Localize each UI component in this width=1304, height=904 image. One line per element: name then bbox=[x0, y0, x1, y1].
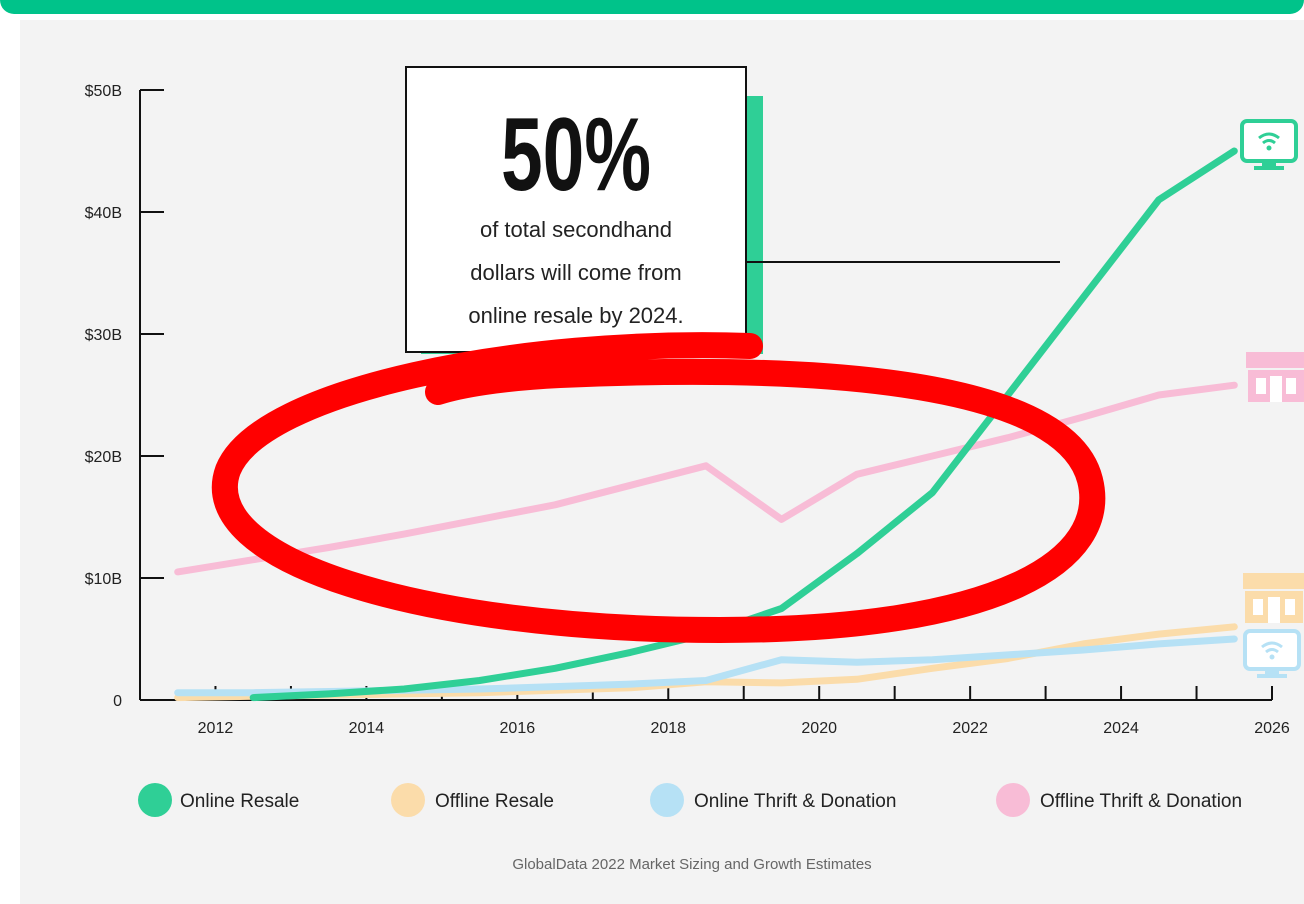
legend-label-online-resale: Online Resale bbox=[180, 791, 299, 812]
legend-swatch-offline-resale bbox=[391, 783, 425, 817]
legend-label-offline-resale: Offline Resale bbox=[435, 791, 554, 812]
x-tick-label: 2022 bbox=[952, 720, 988, 737]
x-tick-label: 2018 bbox=[650, 720, 686, 737]
y-tick-label: $10B bbox=[85, 571, 122, 588]
monitor-wifi-icon bbox=[1243, 629, 1301, 678]
top-accent-bar bbox=[0, 0, 1304, 14]
monitor-wifi-icon bbox=[1240, 119, 1298, 170]
x-tick-label: 2014 bbox=[349, 720, 385, 737]
callout-line-2: dollars will come from bbox=[470, 260, 682, 285]
y-tick-label: $20B bbox=[85, 449, 122, 466]
callout-box: 50% of total secondhand dollars will com… bbox=[405, 66, 1060, 354]
storefront-icon bbox=[1246, 352, 1304, 402]
callout-line-3: online resale by 2024. bbox=[468, 303, 683, 328]
y-tick-label: $50B bbox=[85, 83, 122, 100]
x-tick-label: 2024 bbox=[1103, 720, 1139, 737]
chart-legend: Online Resale Offline Resale Online Thri… bbox=[138, 783, 1242, 817]
y-tick-label: 0 bbox=[113, 693, 122, 710]
legend-swatch-online-thrift bbox=[650, 783, 684, 817]
callout-percentage: 50% bbox=[501, 97, 651, 213]
x-tick-label: 2026 bbox=[1254, 720, 1290, 737]
callout-frame bbox=[405, 66, 747, 353]
legend-label-offline-thrift: Offline Thrift & Donation bbox=[1040, 791, 1242, 812]
x-tick-label: 2012 bbox=[198, 720, 234, 737]
x-tick-label: 2016 bbox=[500, 720, 536, 737]
y-tick-label: $30B bbox=[85, 327, 122, 344]
legend-swatch-online-resale bbox=[138, 783, 172, 817]
storefront-icon bbox=[1243, 573, 1304, 623]
legend-swatch-offline-thrift bbox=[996, 783, 1030, 817]
red-ellipse-annotation bbox=[211, 332, 1106, 644]
x-tick-label: 2020 bbox=[801, 720, 837, 737]
callout-line-1: of total secondhand bbox=[480, 217, 672, 242]
legend-label-online-thrift: Online Thrift & Donation bbox=[694, 791, 896, 812]
source-note: GlobalData 2022 Market Sizing and Growth… bbox=[512, 856, 871, 873]
y-tick-label: $40B bbox=[85, 205, 122, 222]
